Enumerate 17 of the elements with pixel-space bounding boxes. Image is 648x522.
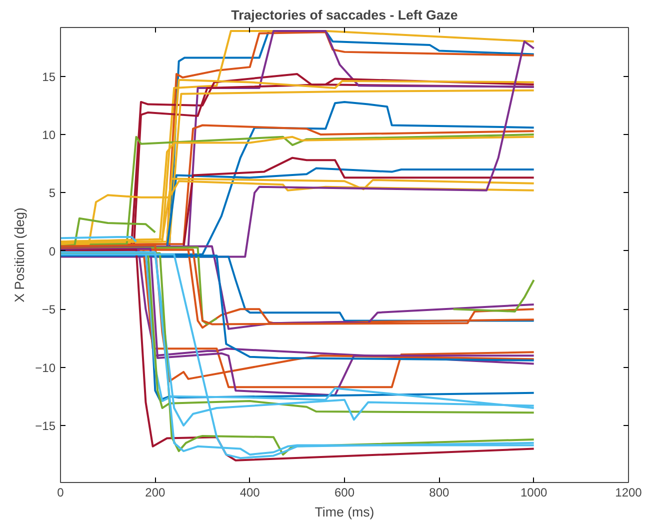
x-axis-title: Time (ms) — [314, 504, 374, 520]
y-tick-label: 15 — [42, 70, 56, 84]
y-tick-label: −15 — [35, 418, 56, 433]
x-tick-label: 0 — [57, 486, 64, 500]
chart-title: Trajectories of saccades - Left Gaze — [231, 8, 458, 22]
y-tick-label: −5 — [42, 302, 56, 317]
x-tick-label: 600 — [334, 486, 355, 500]
x-tick-label: 1200 — [615, 486, 642, 500]
y-tick-label: −10 — [35, 360, 56, 375]
y-axis-title: X Position (deg) — [12, 208, 28, 302]
x-tick-label: 400 — [240, 486, 260, 500]
y-tick-label: 10 — [42, 128, 56, 142]
x-tick-label: 200 — [145, 486, 166, 500]
x-tick-label: 1000 — [520, 486, 548, 500]
x-tick-label: 800 — [429, 486, 450, 500]
y-tick-label: 0 — [48, 244, 56, 258]
y-tick-label: 5 — [48, 186, 56, 200]
